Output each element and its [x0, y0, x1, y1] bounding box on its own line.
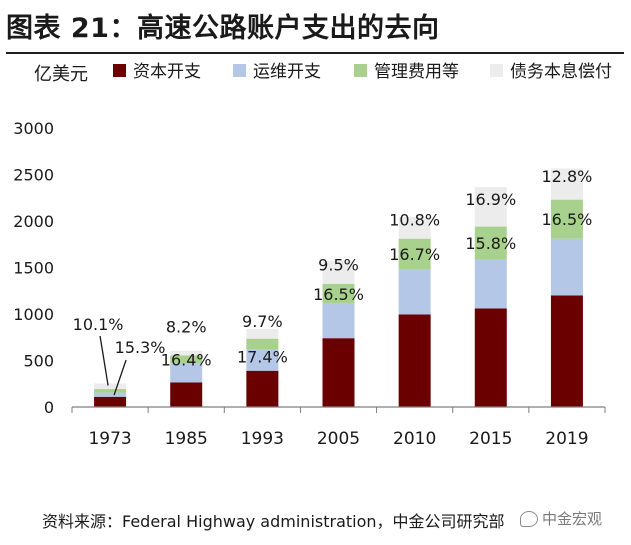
- bar-segment-2005-s2: [322, 303, 355, 339]
- y-tick-label: 500: [23, 352, 54, 371]
- y-tick-label: 1500: [13, 259, 54, 278]
- share-label: 9.5%: [318, 255, 359, 274]
- y-tick-label: 2500: [13, 166, 54, 185]
- share-label: 16.5%: [313, 285, 364, 304]
- bar-segment-1985-s3: [170, 355, 203, 364]
- bar-segment-1993-s4: [246, 328, 279, 339]
- y-tick-label: 0: [44, 398, 54, 417]
- bar-segment-1973-s2: [94, 392, 127, 397]
- bar-segment-1985-s1: [170, 382, 203, 407]
- bar-segment-1973-s4: [94, 383, 127, 390]
- bar-segment-2015-s2: [474, 259, 507, 309]
- x-tick-label: 2010: [393, 429, 436, 449]
- bar-segment-2015-s1: [474, 308, 507, 407]
- legend-swatch-4: [490, 64, 503, 77]
- x-axis: 1973 1985 1993 2005 2010 2015 2019: [71, 406, 606, 449]
- watermark-text: 中金宏观: [542, 510, 603, 528]
- bar-segment-2010-s2: [398, 269, 431, 315]
- y-axis-unit-label: 亿美元: [34, 64, 88, 85]
- legend-label-2: 运维开支: [253, 62, 321, 82]
- legend-swatch-3: [354, 64, 367, 77]
- y-tick-label: 2000: [13, 212, 54, 231]
- annotation-leader: [99, 335, 109, 386]
- share-label: 16.5%: [542, 210, 593, 229]
- source-note: 资料来源：Federal Highway administration，中金公司…: [42, 512, 505, 531]
- share-label: 8.2%: [166, 318, 207, 337]
- share-annotations: 15.3% 10.1% 16.4% 8.2% 17.4% 9.7% 16.5% 9.5% 16.…: [73, 167, 593, 396]
- bar-segment-1993-s3: [246, 338, 279, 350]
- bar-segment-1973-s1: [94, 396, 127, 407]
- legend-label-4: 债务本息偿付: [510, 62, 612, 82]
- y-tick-label: 1000: [13, 305, 54, 324]
- y-axis: 0 500 1000 1500 2000 2500 3000: [13, 119, 54, 417]
- bar-segment-1993-s1: [246, 370, 279, 407]
- x-tick-label: 2015: [469, 429, 512, 449]
- legend-label-3: 管理费用等: [374, 62, 459, 82]
- bar-segment-2019-s2: [550, 238, 583, 296]
- bar-segment-2015-s4: [474, 187, 507, 227]
- share-label: 9.7%: [242, 312, 283, 331]
- bar-segment-2019-s1: [550, 295, 583, 407]
- watermark: 中金宏观: [520, 508, 602, 529]
- bar-segment-2019-s3: [550, 199, 583, 239]
- x-tick-label: 2019: [545, 429, 588, 449]
- x-tick-label: 2005: [317, 429, 360, 449]
- share-label: 16.7%: [389, 245, 440, 264]
- legend-label-1: 资本开支: [133, 62, 201, 82]
- x-tick-label: 1993: [241, 429, 284, 449]
- share-label: 17.4%: [237, 348, 288, 367]
- y-tick-label: 3000: [13, 119, 54, 138]
- bar-segment-2015-s3: [474, 226, 507, 260]
- share-label: 12.8%: [542, 167, 593, 186]
- bar-segment-1985-s4: [170, 350, 203, 356]
- bar-segment-1985-s2: [170, 363, 203, 383]
- bar-segment-2010-s3: [398, 238, 431, 270]
- annotation-leader: [113, 359, 127, 396]
- bar-segment-2019-s4: [550, 168, 583, 200]
- share-label: 15.8%: [465, 234, 516, 253]
- bar-segment-2005-s3: [322, 283, 355, 304]
- bar-segment-1973-s3: [94, 389, 127, 393]
- share-label: 16.4%: [161, 351, 212, 370]
- title-divider: [6, 52, 624, 54]
- bar-segment-2010-s4: [398, 216, 431, 239]
- bar-stacks: [94, 168, 583, 407]
- wechat-icon: [520, 510, 538, 527]
- chart-legend: 资本开支 运维开支 管理费用等 债务本息偿付: [113, 62, 612, 82]
- legend-swatch-2: [233, 64, 246, 77]
- bar-segment-2005-s4: [322, 260, 355, 284]
- legend-swatch-1: [113, 64, 126, 77]
- bar-segment-2005-s1: [322, 338, 355, 407]
- bar-segment-1993-s2: [246, 349, 279, 371]
- x-tick-label: 1985: [165, 429, 208, 449]
- page-title: 图表 21：高速公路账户支出的去向: [6, 13, 440, 44]
- x-tick-label: 1973: [88, 429, 131, 449]
- share-label: 10.8%: [389, 211, 440, 230]
- share-label: 16.9%: [465, 190, 516, 209]
- bar-segment-2010-s1: [398, 314, 431, 407]
- share-label: 15.3%: [115, 338, 166, 357]
- stacked-bar-chart: 亿美元 资本开支 运维开支 管理费用等 债务本息偿付 0 500 1000 1500 2000…: [13, 62, 612, 449]
- share-label: 10.1%: [73, 315, 124, 334]
